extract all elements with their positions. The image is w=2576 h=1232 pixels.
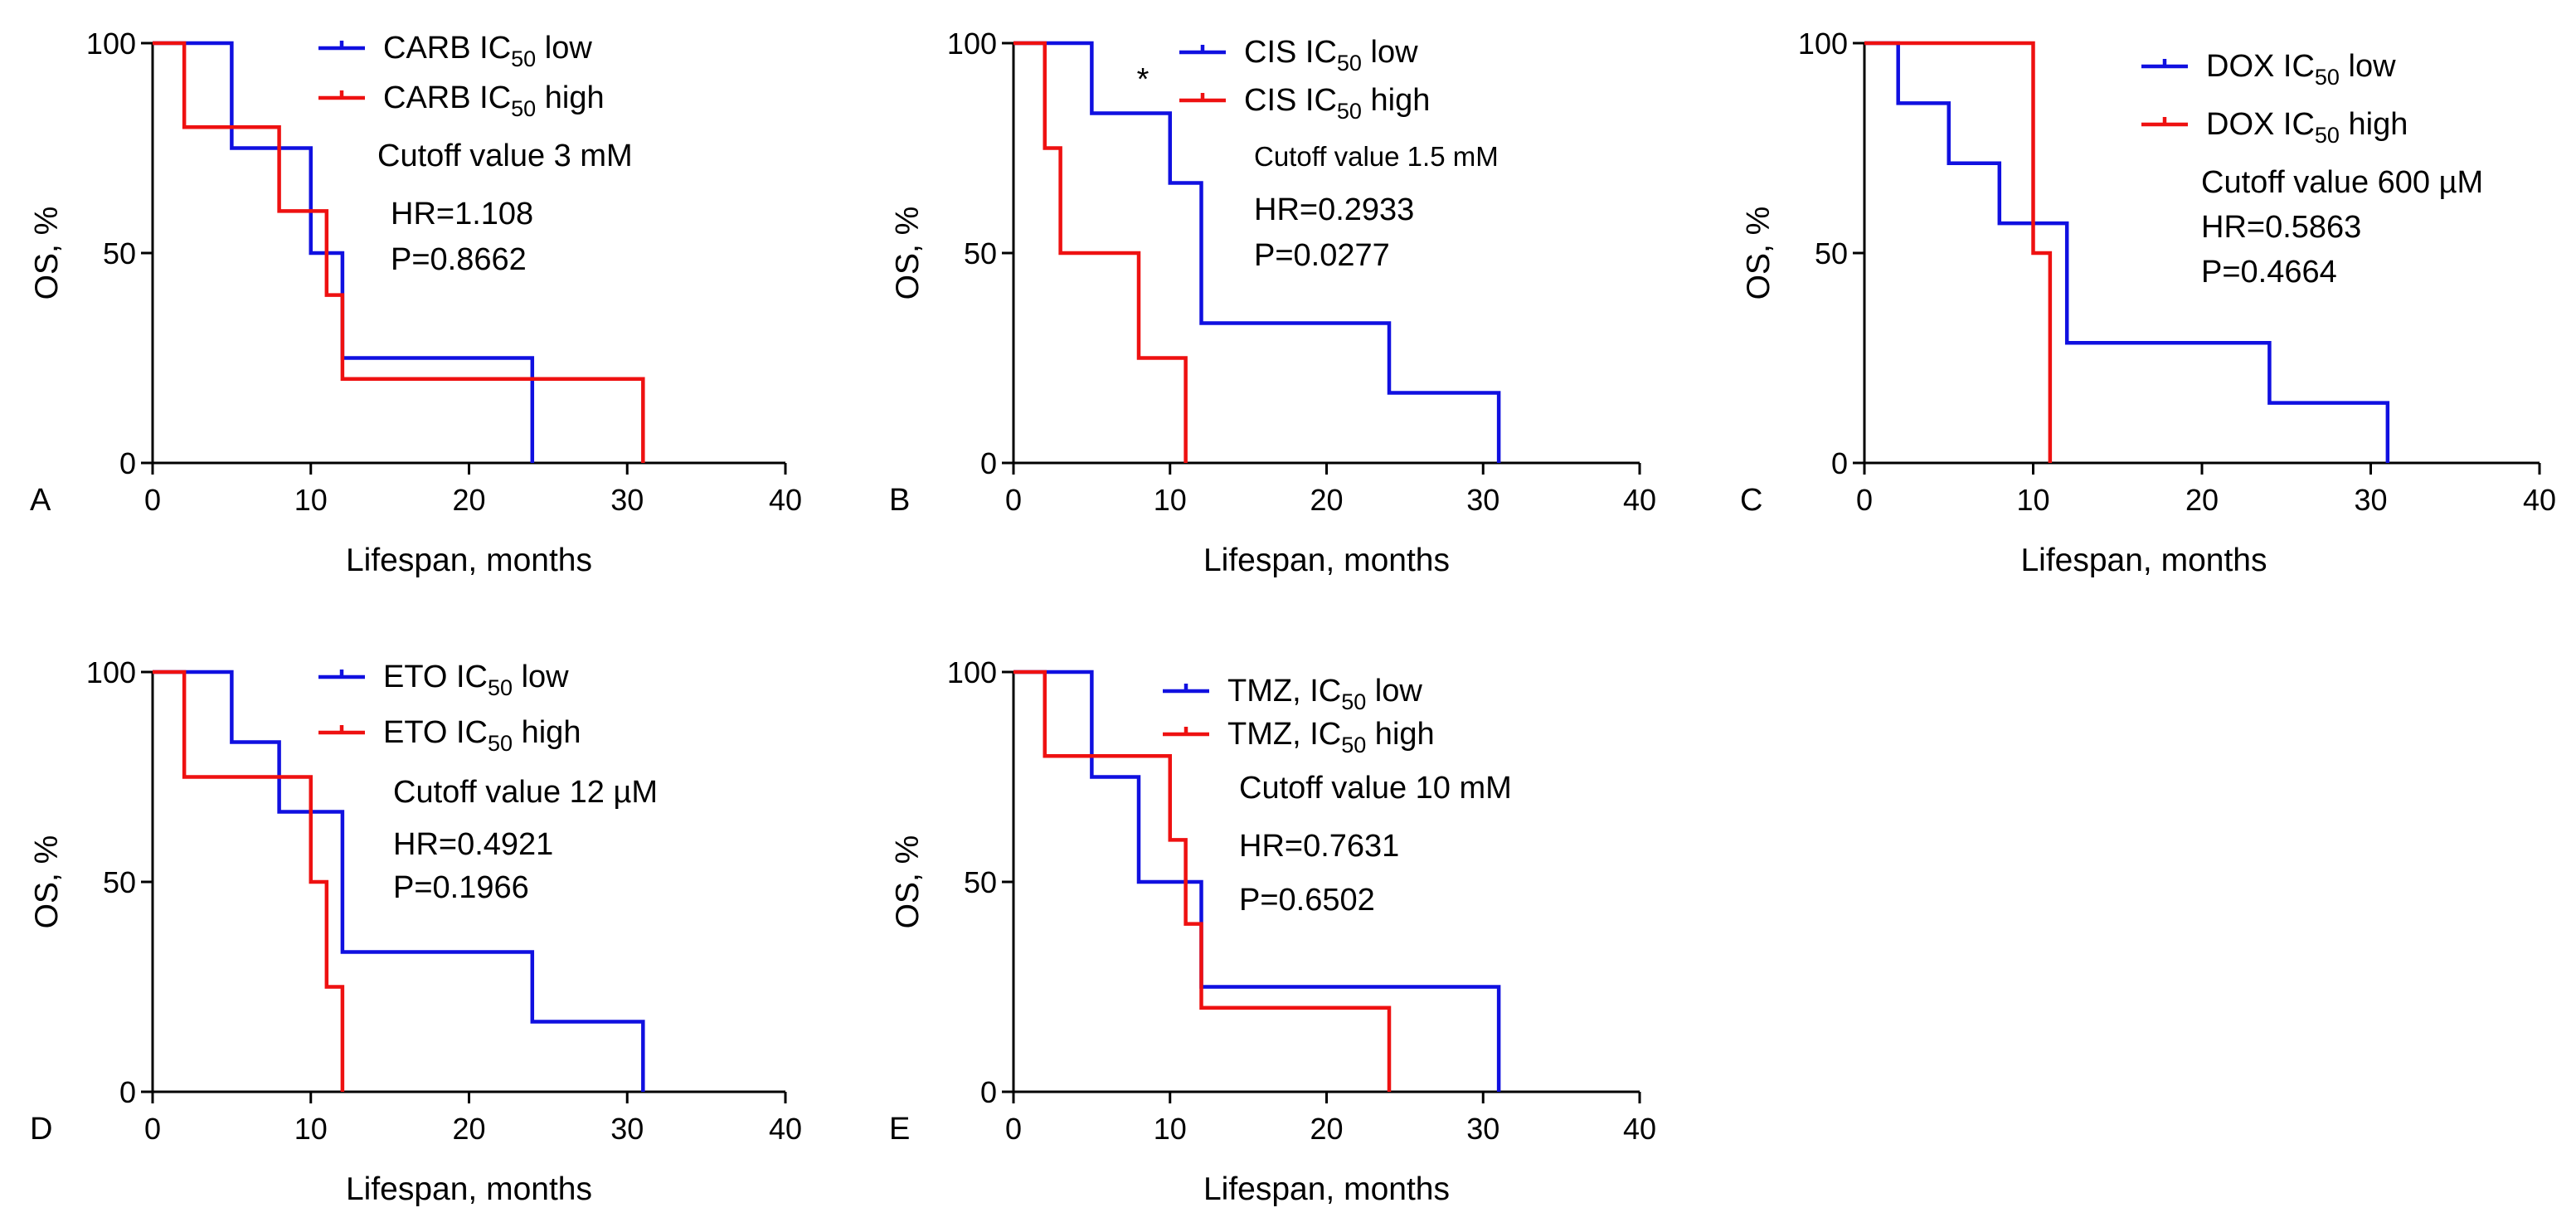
legend-label: ETO IC50 high [383,715,581,756]
x-tick-label: 10 [2016,483,2049,517]
legend-label: DOX IC50 high [2206,107,2408,148]
hr-text: HR=1.108 [391,197,533,231]
y-axis-label: OS, % [890,207,926,300]
y-tick-label: 50 [103,236,136,270]
survival-curve-high [153,670,345,1092]
x-tick-label: 0 [144,1112,161,1146]
survival-curve-low [153,670,645,1092]
p-value-text: P=0.0277 [1254,238,1390,273]
survival-curve-high [1013,41,1188,463]
y-tick-label: 50 [964,236,997,270]
y-axis-label: OS, % [890,835,926,929]
x-tick-label: 30 [610,483,644,517]
hr-text: HR=0.4921 [393,827,553,862]
panel-E: 0 10 20 30 40 0 50 100 Lifespan, months OS, % E TMZ… [889,655,1656,1207]
survival-curve-high [1864,41,2053,463]
survival-curve-low [1013,41,1501,463]
survival-curve-low [1013,670,1501,1092]
hr-text: HR=0.7631 [1239,829,1399,864]
legend-label: CIS IC50 high [1244,83,1430,124]
x-tick-label: 40 [2523,483,2556,517]
cutoff-text: Cutoff value 3 mM [377,139,633,173]
x-tick-label: 20 [1310,483,1343,517]
significance-marker: * [1137,62,1149,97]
y-tick-label: 0 [980,446,997,480]
x-tick-label: 20 [452,1112,485,1146]
panel-B: 0 10 20 30 40 0 50 100 Lifespan, months OS, % B CIS… [889,27,1656,578]
panel-C: 0 10 20 30 40 0 50 100 Lifespan, months OS, % C DOX… [1740,27,2556,578]
y-tick-label: 0 [119,1075,136,1109]
x-axis-label: Lifespan, months [1203,1171,1450,1207]
y-axis-label: OS, % [1741,207,1776,300]
legend-label: CARB IC50 low [383,31,592,71]
y-tick-label: 0 [980,1075,997,1109]
p-value-text: P=0.8662 [391,242,527,277]
x-tick-label: 10 [294,483,328,517]
x-tick-label: 20 [452,483,485,517]
p-value-text: P=0.4664 [2201,255,2337,290]
y-tick-label: 50 [103,865,136,899]
legend-label: TMZ, IC50 low [1227,674,1422,714]
x-tick-label: 0 [1005,1112,1022,1146]
y-tick-label: 100 [947,655,997,689]
y-tick-label: 0 [1831,446,1848,480]
x-tick-label: 10 [1154,483,1187,517]
survival-curve-low [153,41,535,463]
legend-label: DOX IC50 low [2206,49,2396,90]
p-value-text: P=0.1966 [393,870,529,905]
survival-curve-low [1864,41,2390,463]
x-tick-label: 40 [1623,483,1656,517]
x-tick-label: 30 [610,1112,644,1146]
legend-label: TMZ, IC50 high [1227,717,1435,757]
hr-text: HR=0.2933 [1254,192,1414,227]
x-tick-label: 40 [769,1112,802,1146]
panel-D: 0 10 20 30 40 0 50 100 Lifespan, months OS, % D ETO… [29,655,802,1207]
y-tick-label: 100 [86,27,136,61]
cutoff-text: Cutoff value 600 µM [2201,165,2483,200]
x-tick-label: 0 [1856,483,1873,517]
x-tick-label: 40 [769,483,802,517]
y-tick-label: 0 [119,446,136,480]
y-tick-label: 100 [1798,27,1848,61]
legend-label: ETO IC50 low [383,660,569,700]
x-tick-label: 10 [294,1112,328,1146]
x-axis-label: Lifespan, months [346,543,592,578]
x-tick-label: 20 [2185,483,2219,517]
x-tick-label: 10 [1154,1112,1187,1146]
y-tick-label: 50 [1815,236,1848,270]
x-tick-label: 20 [1310,1112,1343,1146]
panel-letter: A [30,483,51,518]
panel-letter: B [889,483,910,518]
y-axis-label: OS, % [29,207,65,300]
panel-letter: C [1740,483,1762,518]
x-axis-label: Lifespan, months [346,1171,592,1207]
p-value-text: P=0.6502 [1239,883,1375,918]
panel-letter: E [889,1112,910,1147]
cutoff-text: Cutoff value 12 µM [393,775,658,810]
x-tick-label: 0 [1005,483,1022,517]
x-axis-label: Lifespan, months [2020,543,2267,578]
hr-text: HR=0.5863 [2201,210,2361,245]
legend-label: CARB IC50 high [383,80,605,121]
cutoff-text: Cutoff value 1.5 mM [1254,141,1499,172]
y-tick-label: 100 [86,655,136,689]
x-tick-label: 30 [2354,483,2387,517]
panel-letter: D [30,1112,52,1147]
x-tick-label: 0 [144,483,161,517]
x-tick-label: 30 [1466,1112,1499,1146]
legend-label: CIS IC50 low [1244,35,1418,75]
survival-curve-high [153,41,645,463]
cutoff-text: Cutoff value 10 mM [1239,771,1512,806]
y-axis-label: OS, % [29,835,65,929]
survival-curve-high [1013,670,1392,1092]
x-tick-label: 30 [1466,483,1499,517]
y-tick-label: 100 [947,27,997,61]
x-tick-label: 40 [1623,1112,1656,1146]
y-tick-label: 50 [964,865,997,899]
x-axis-label: Lifespan, months [1203,543,1450,578]
panel-A: 0 10 20 30 40 0 50 100 Lifespan, months OS, % A CAR… [29,27,802,578]
